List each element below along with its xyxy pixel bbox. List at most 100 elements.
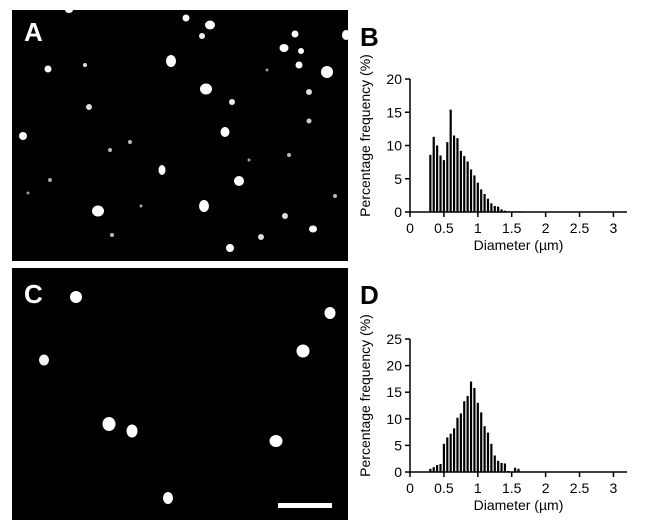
particle (182, 14, 190, 22)
particle (26, 191, 30, 195)
y-tick-label: 10 (386, 138, 402, 154)
histogram-bar (493, 206, 496, 212)
histogram-bar (493, 455, 496, 472)
particle (108, 148, 112, 152)
histogram-bar (432, 467, 435, 472)
histogram-bar (490, 203, 493, 212)
particle (166, 55, 176, 67)
x-tick-label: 2 (542, 480, 550, 496)
histogram-bar (429, 154, 432, 212)
particle (269, 435, 283, 447)
particle (200, 83, 212, 95)
x-tick-label: 2.5 (570, 220, 590, 236)
particle (92, 205, 104, 217)
x-tick-label: 1 (474, 220, 482, 236)
histogram-bar (446, 437, 449, 472)
x-tick-label: 1 (474, 480, 482, 496)
particle (83, 63, 87, 67)
particle (39, 354, 49, 366)
histogram-bar (514, 467, 517, 472)
particle (65, 10, 73, 13)
y-axis-label: Percentage frequency (%) (357, 54, 373, 217)
histogram-bar (449, 109, 452, 212)
particle (220, 127, 230, 137)
x-axis-label: Diameter (µm) (474, 237, 564, 253)
particle (48, 178, 52, 182)
histogram-bar (449, 433, 452, 472)
histogram-bar (466, 161, 469, 212)
histogram-bar (476, 182, 479, 212)
particle (306, 89, 312, 95)
x-tick-label: 0.5 (434, 480, 454, 496)
y-tick-label: 5 (394, 171, 402, 187)
particle (296, 344, 310, 358)
particle (199, 200, 209, 212)
x-tick-label: 3 (610, 480, 618, 496)
panel-label-b: B (360, 22, 379, 52)
x-axis-label: Diameter (µm) (474, 497, 564, 513)
y-tick-label: 0 (394, 464, 402, 480)
particle (295, 61, 303, 69)
y-tick-label: 15 (386, 384, 402, 400)
histogram-bar (459, 150, 462, 212)
scale-bar (278, 503, 332, 508)
particle (247, 158, 251, 162)
histogram-bar (473, 175, 476, 212)
x-tick-label: 2 (542, 220, 550, 236)
histogram-bar (442, 160, 445, 212)
histogram-bar (497, 460, 500, 472)
particle (205, 20, 215, 30)
particle (110, 233, 114, 237)
histogram-bar (480, 189, 483, 212)
particle (258, 234, 264, 240)
histogram-bar (497, 206, 500, 212)
histogram-bar (439, 155, 442, 212)
histogram-bar (429, 468, 432, 472)
histogram-d: 0 5 10 15 20 25 0 0.5 1 1.5 2 2.5 3 Diameter (µm) Perc… (357, 314, 627, 513)
histogram-bar (490, 443, 493, 472)
histogram-bar (500, 462, 503, 472)
panel-label-a: A (24, 17, 43, 47)
histogram-bar (456, 138, 459, 212)
x-tick-label: 1.5 (502, 220, 522, 236)
histogram-bar (456, 417, 459, 472)
particle (86, 104, 92, 110)
y-tick-label: 25 (386, 331, 402, 347)
y-tick-label: 20 (386, 358, 402, 374)
particle (139, 204, 143, 208)
y-tick-label: 10 (386, 411, 402, 427)
histogram-bar (480, 412, 483, 472)
y-tick-label: 0 (394, 204, 402, 220)
y-axis-label: Percentage frequency (%) (357, 314, 373, 477)
particle (282, 213, 288, 219)
x-tick-label: 0 (406, 480, 414, 496)
particle (265, 68, 269, 72)
panel-label-c: C (24, 279, 43, 309)
histogram-bar (473, 387, 476, 472)
x-tick-label: 0 (406, 220, 414, 236)
micrograph-panel-a (12, 10, 348, 261)
y-tick-label: 20 (386, 71, 402, 87)
particle (158, 165, 166, 175)
particle (163, 492, 173, 504)
particle (128, 140, 132, 144)
particle (70, 291, 82, 303)
histogram-bar (483, 194, 486, 212)
particle (309, 225, 317, 233)
histogram-bar (452, 135, 456, 212)
x-tick-label: 3 (610, 220, 618, 236)
histogram-bar (463, 401, 466, 472)
histogram-bar (469, 381, 473, 472)
histogram-bar (469, 169, 473, 212)
particle (298, 48, 304, 54)
particle (291, 30, 299, 38)
histogram-b: 0 5 10 15 20 0 0.5 1 1.5 2 2.5 3 Diameter (µm) Percen… (357, 54, 627, 253)
histogram-bar (486, 198, 490, 212)
particle (333, 194, 337, 198)
particles-c (39, 291, 336, 508)
particle (126, 424, 138, 438)
histogram-bar (463, 156, 466, 212)
histogram-bar (436, 465, 439, 472)
histogram-bar (439, 464, 442, 472)
histogram-bar (459, 413, 462, 472)
